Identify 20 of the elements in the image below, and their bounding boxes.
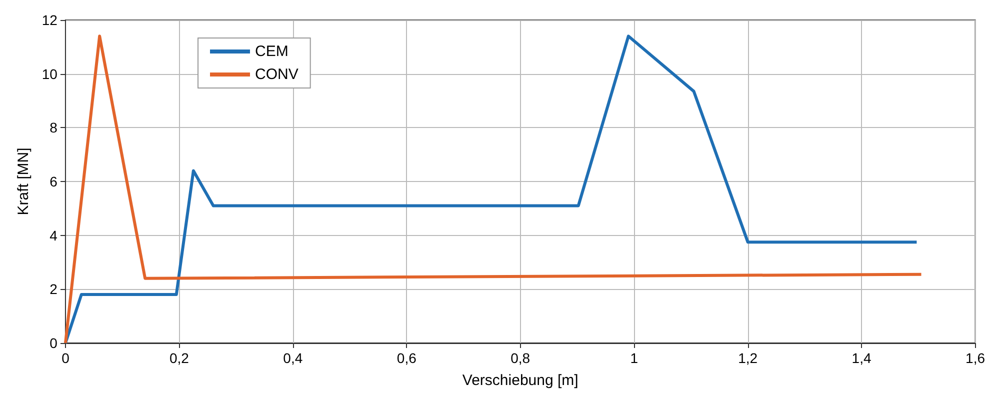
legend-label: CONV <box>255 66 298 83</box>
x-tick-label: 0,2 <box>169 350 190 366</box>
y-tick-label: 6 <box>50 174 58 190</box>
x-tick-label: 0 <box>62 350 70 366</box>
x-tick-label: 1,6 <box>966 350 986 366</box>
legend-label: CEM <box>255 43 288 60</box>
x-tick-label: 0,4 <box>283 350 303 366</box>
y-tick-label: 0 <box>50 335 58 351</box>
y-tick-label: 4 <box>50 227 58 244</box>
y-tick-label: 2 <box>50 281 58 298</box>
y-tick-label: 12 <box>42 12 58 28</box>
x-tick-label: 0,6 <box>396 350 417 366</box>
x-axis-title: Verschiebung [m] <box>462 372 578 389</box>
x-tick-label: 1,4 <box>852 350 872 366</box>
x-tick-label: 1,2 <box>738 350 758 366</box>
y-axis-title: Kraft [MN] <box>15 148 32 216</box>
y-tick-label: 8 <box>50 120 58 136</box>
y-tick-label: 10 <box>42 66 58 82</box>
x-tick-label: 1 <box>630 350 638 366</box>
x-tick-label: 0,8 <box>510 350 530 366</box>
